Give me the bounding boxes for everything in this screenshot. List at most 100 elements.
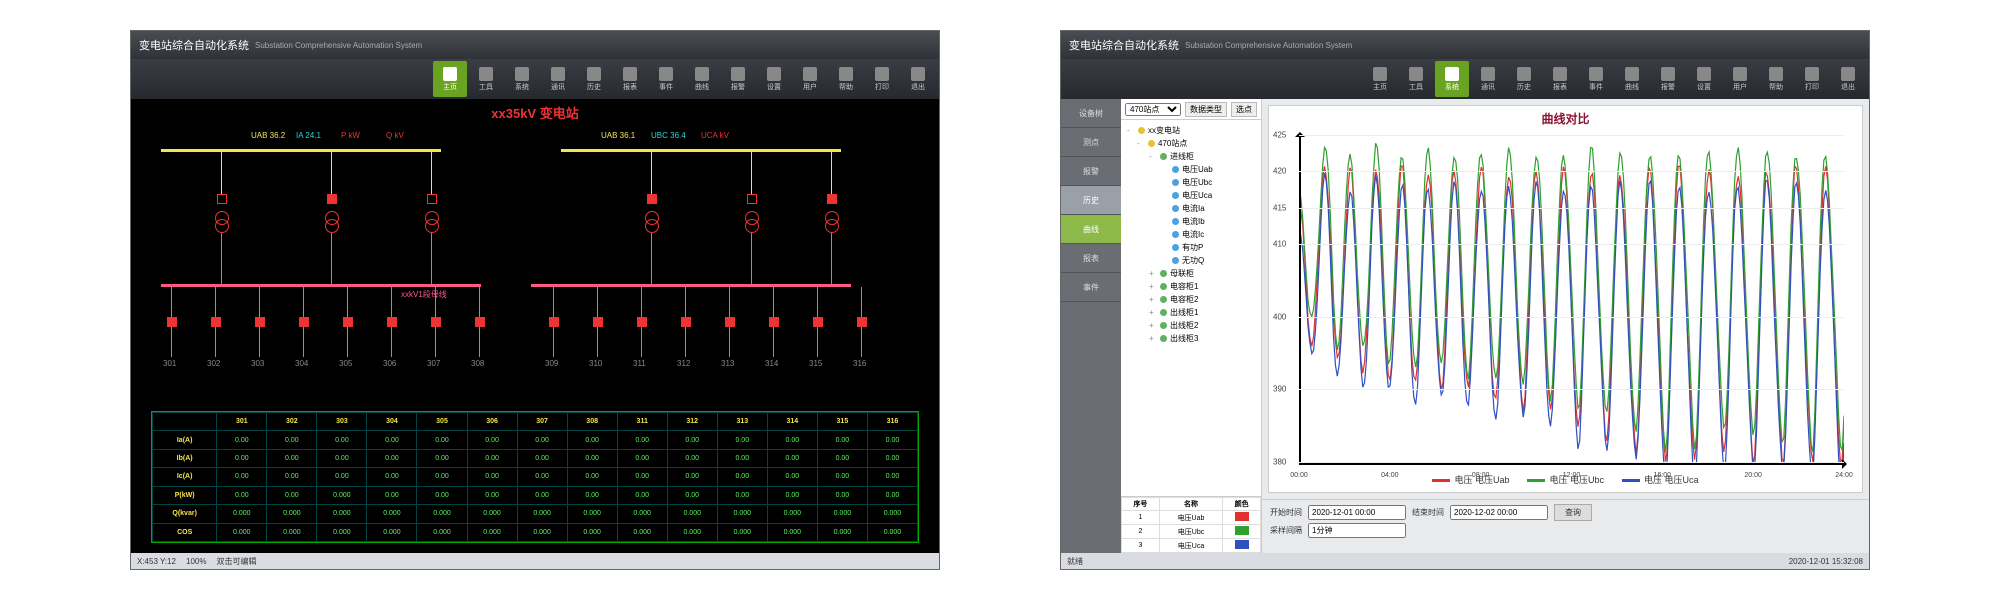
series-row[interactable]: 2电压Ubc bbox=[1122, 525, 1261, 539]
breaker[interactable] bbox=[211, 317, 221, 327]
toolbar-icon bbox=[1409, 67, 1423, 81]
toolbar-用户[interactable]: 用户 bbox=[1723, 61, 1757, 97]
site-select[interactable]: 470站点 bbox=[1125, 103, 1181, 116]
tree-expand-icon[interactable]: + bbox=[1149, 269, 1157, 278]
tree-node[interactable]: -xx变电站 bbox=[1123, 124, 1259, 137]
nav-事件[interactable]: 事件 bbox=[1061, 273, 1121, 302]
point-tree[interactable]: -xx变电站-470站点-进线柜电压Uab电压Ubc电压Uca电流Ia电流Ib电… bbox=[1121, 120, 1261, 496]
breaker[interactable] bbox=[343, 317, 353, 327]
breaker[interactable] bbox=[681, 317, 691, 327]
query-button[interactable]: 查询 bbox=[1554, 504, 1592, 521]
breaker[interactable] bbox=[593, 317, 603, 327]
riser bbox=[431, 233, 432, 284]
breaker[interactable] bbox=[255, 317, 265, 327]
toolbar-事件[interactable]: 事件 bbox=[1579, 61, 1613, 97]
nav-曲线[interactable]: 曲线 bbox=[1061, 215, 1121, 244]
tree-btn-type[interactable]: 数据类型 bbox=[1185, 102, 1227, 117]
tree-expand-icon[interactable]: + bbox=[1149, 295, 1157, 304]
breaker[interactable] bbox=[299, 317, 309, 327]
breaker[interactable] bbox=[637, 317, 647, 327]
toolbar-报表[interactable]: 报表 bbox=[613, 61, 647, 97]
feeder bbox=[303, 327, 304, 357]
tree-expand-icon[interactable]: - bbox=[1127, 126, 1135, 135]
breaker[interactable] bbox=[647, 194, 657, 204]
tree-expand-icon[interactable]: + bbox=[1149, 334, 1157, 343]
breaker[interactable] bbox=[725, 317, 735, 327]
breaker[interactable] bbox=[549, 317, 559, 327]
nav-测点[interactable]: 测点 bbox=[1061, 128, 1121, 157]
tree-expand-icon[interactable]: + bbox=[1149, 321, 1157, 330]
tree-btn-pick[interactable]: 选点 bbox=[1231, 102, 1257, 117]
tree-node[interactable]: 有功P bbox=[1123, 241, 1259, 254]
tree-expand-icon[interactable]: - bbox=[1149, 152, 1157, 161]
breaker[interactable] bbox=[769, 317, 779, 327]
nav-设备树[interactable]: 设备树 bbox=[1061, 99, 1121, 128]
tree-node[interactable]: -进线柜 bbox=[1123, 150, 1259, 163]
tree-expand-icon[interactable]: + bbox=[1149, 282, 1157, 291]
series-row[interactable]: 1电压Uab bbox=[1122, 511, 1261, 525]
toolbar-设置[interactable]: 设置 bbox=[757, 61, 791, 97]
start-input[interactable] bbox=[1308, 505, 1406, 520]
nav-报警[interactable]: 报警 bbox=[1061, 157, 1121, 186]
breaker[interactable] bbox=[427, 194, 437, 204]
toolbar-通讯[interactable]: 通讯 bbox=[541, 61, 575, 97]
toolbar-曲线[interactable]: 曲线 bbox=[1615, 61, 1649, 97]
tree-node[interactable]: +母联柜 bbox=[1123, 267, 1259, 280]
toolbar-帮助[interactable]: 帮助 bbox=[829, 61, 863, 97]
scada-diagram[interactable]: xx35kV 变电站 UAB 36.2IA 24.1P kWQ kVUAB 36… bbox=[131, 99, 939, 553]
toolbar-事件[interactable]: 事件 bbox=[649, 61, 683, 97]
step-input[interactable] bbox=[1308, 523, 1406, 538]
toolbar-系统[interactable]: 系统 bbox=[1435, 61, 1469, 97]
tree-node[interactable]: +电容柜2 bbox=[1123, 293, 1259, 306]
line-chart[interactable]: 38039040041041542042500:0004:0008:0012:0… bbox=[1299, 135, 1844, 465]
toolbar-打印[interactable]: 打印 bbox=[865, 61, 899, 97]
feeder bbox=[479, 327, 480, 357]
toolbar-历史[interactable]: 历史 bbox=[577, 61, 611, 97]
end-input[interactable] bbox=[1450, 505, 1548, 520]
toolbar-历史[interactable]: 历史 bbox=[1507, 61, 1541, 97]
toolbar-退出[interactable]: 退出 bbox=[1831, 61, 1865, 97]
toolbar-工具[interactable]: 工具 bbox=[469, 61, 503, 97]
tree-node[interactable]: 电流Ib bbox=[1123, 215, 1259, 228]
nav-报表[interactable]: 报表 bbox=[1061, 244, 1121, 273]
toolbar-曲线[interactable]: 曲线 bbox=[685, 61, 719, 97]
breaker[interactable] bbox=[827, 194, 837, 204]
toolbar-工具[interactable]: 工具 bbox=[1399, 61, 1433, 97]
tree-node[interactable]: 电压Uca bbox=[1123, 189, 1259, 202]
tree-expand-icon[interactable]: + bbox=[1149, 308, 1157, 317]
toolbar-报警[interactable]: 报警 bbox=[1651, 61, 1685, 97]
toolbar-主页[interactable]: 主页 bbox=[1363, 61, 1397, 97]
toolbar-系统[interactable]: 系统 bbox=[505, 61, 539, 97]
tree-node[interactable]: 电压Ubc bbox=[1123, 176, 1259, 189]
breaker[interactable] bbox=[857, 317, 867, 327]
breaker[interactable] bbox=[217, 194, 227, 204]
toolbar-报表[interactable]: 报表 bbox=[1543, 61, 1577, 97]
toolbar-退出[interactable]: 退出 bbox=[901, 61, 935, 97]
breaker[interactable] bbox=[387, 317, 397, 327]
toolbar-设置[interactable]: 设置 bbox=[1687, 61, 1721, 97]
tree-node[interactable]: 电压Uab bbox=[1123, 163, 1259, 176]
tree-node[interactable]: +出线柜3 bbox=[1123, 332, 1259, 345]
toolbar-帮助[interactable]: 帮助 bbox=[1759, 61, 1793, 97]
series-row[interactable]: 3电压Uca bbox=[1122, 539, 1261, 553]
tree-node[interactable]: -470站点 bbox=[1123, 137, 1259, 150]
breaker[interactable] bbox=[431, 317, 441, 327]
breaker[interactable] bbox=[747, 194, 757, 204]
breaker[interactable] bbox=[327, 194, 337, 204]
toolbar-打印[interactable]: 打印 bbox=[1795, 61, 1829, 97]
toolbar-报警[interactable]: 报警 bbox=[721, 61, 755, 97]
tree-node[interactable]: +出线柜1 bbox=[1123, 306, 1259, 319]
toolbar-通讯[interactable]: 通讯 bbox=[1471, 61, 1505, 97]
tree-node[interactable]: +电容柜1 bbox=[1123, 280, 1259, 293]
breaker[interactable] bbox=[167, 317, 177, 327]
breaker[interactable] bbox=[813, 317, 823, 327]
tree-expand-icon[interactable]: - bbox=[1137, 139, 1145, 148]
tree-node[interactable]: +出线柜2 bbox=[1123, 319, 1259, 332]
breaker[interactable] bbox=[475, 317, 485, 327]
tree-node[interactable]: 无功Q bbox=[1123, 254, 1259, 267]
nav-历史[interactable]: 历史 bbox=[1061, 186, 1121, 215]
tree-node[interactable]: 电流Ic bbox=[1123, 228, 1259, 241]
toolbar-主页[interactable]: 主页 bbox=[433, 61, 467, 97]
toolbar-用户[interactable]: 用户 bbox=[793, 61, 827, 97]
tree-node[interactable]: 电流Ia bbox=[1123, 202, 1259, 215]
